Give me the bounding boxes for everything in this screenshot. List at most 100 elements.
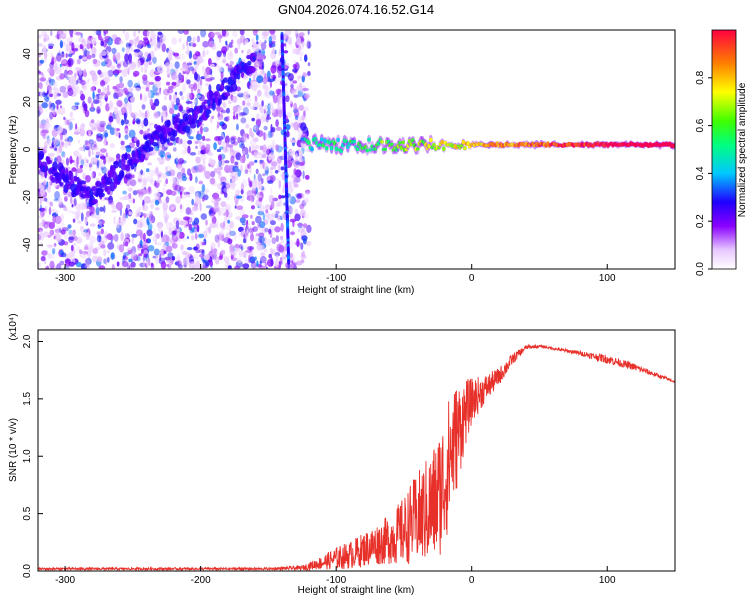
spectrogram-noise-cell [99,100,103,108]
spectrogram-noise-cell [98,265,106,269]
spectrogram-noise-cell [289,262,297,269]
spectrogram-noise-cell [144,68,148,74]
spectrogram-noise-cell [193,82,198,91]
spectrogram-noise-cell [89,223,96,227]
spectrogram-noise-cell [174,157,179,165]
spectrogram-trace-cell [140,153,145,163]
spectrogram-noise-cell [265,266,268,269]
spectrogram-noise-cell [149,98,154,107]
spectrogram-noise-cell [40,255,46,262]
spectrogram-noise-cell [262,173,266,177]
spectrogram-noise-cell [49,229,53,238]
spectrogram-noise-cell [73,160,80,167]
spectrogram-noise-cell [208,40,215,48]
spectrogram-noise-cell [262,84,269,90]
spectrogram-noise-cell [39,77,47,82]
spectrogram-noise-cell [103,205,106,213]
spectrogram-noise-cell [138,206,142,211]
spectrogram-noise-cell [64,65,68,74]
spectrogram-noise-cell [226,107,230,114]
spectrogram-noise-cell [252,187,256,196]
spectrogram-noise-cell [79,202,86,211]
spectrogram-noise-cell [117,88,125,95]
spectrogram-noise-cell [247,134,250,140]
spectrogram-noise-cell [156,179,163,183]
spectrogram-noise-cell [210,242,216,250]
spectrogram-noise-cell [154,192,161,199]
spectrogram-noise-cell [275,119,279,127]
spectrogram-noise-cell [161,104,167,112]
spectrogram-noise-cell [163,207,167,216]
spectrogram-noise-cell [225,142,230,148]
spectrogram-noise-cell [125,46,130,54]
spectrogram-noise-cell [126,102,132,111]
spectrogram-noise-cell [187,207,191,215]
spectrogram-noise-cell [292,68,298,73]
spectrogram-noise-cell [167,73,170,78]
spectrogram-noise-cell [55,209,59,215]
spectrogram-noise-cell [204,170,211,180]
spectrogram-noise-cell [239,208,246,216]
spectrogram-noise-cell [175,228,180,237]
spectrogram-noise-cell [39,199,42,205]
spectrogram-noise-cell [67,57,74,66]
spectrogram-noise-cell [250,228,254,234]
spectrogram-noise-cell [129,43,132,48]
spectrogram-noise-cell [261,31,264,36]
spectrogram-noise-cell [73,58,76,65]
spectrogram-noise-cell [38,119,42,128]
spectrogram-trace-cell [205,109,212,115]
spectrogram-noise-cell [278,194,282,200]
spectrogram-noise-cell [261,177,264,184]
spectrogram-noise-cell [203,262,206,267]
spectrogram-noise-cell [240,230,245,237]
spectrogram-noise-cell [267,103,271,111]
spectrogram-noise-cell [39,71,43,76]
spectrogram-noise-cell [197,150,202,156]
spectrogram-noise-cell [241,100,245,107]
spectrogram-noise-cell [85,210,91,218]
spectrogram-noise-cell [107,69,114,77]
spectrogram-noise-cell [307,30,310,35]
spectrogram-noise-cell [128,45,132,53]
spectrogram-noise-cell [132,70,140,77]
spectrogram-noise-cell [54,190,61,200]
spectrogram-noise-cell [148,81,155,85]
spectrogram-noise-cell [137,80,140,85]
spectrogram-noise-cell [268,36,272,44]
spectrogram-noise-cell [150,38,153,42]
spectrogram-noise-cell [268,194,275,204]
spectrogram-trace-cell [151,142,158,147]
spectrogram-noise-cell [292,48,298,55]
spectrogram-noise-cell [276,95,281,105]
colorbar-label: Normalized spectral amplitude [737,82,748,217]
spectrogram-noise-cell [279,235,284,240]
snr-x-ticks: -300 -200 -100 0 100 [55,566,616,586]
spectrogram-noise-cell [77,220,82,224]
spectrogram-noise-cell [303,223,308,228]
spectrogram-noise-cell [63,69,68,79]
spectrogram-noise-cell [202,171,206,176]
spectrogram-noise-cell [41,102,48,109]
spectrogram-noise-cell [134,87,141,92]
spectrogram-noise-cell [150,214,155,223]
spectrogram-noise-cell [170,100,174,106]
spectrogram-noise-cell [99,206,104,212]
spectrogram-noise-cell [307,39,310,48]
spectrogram-noise-cell [258,236,265,244]
spectrogram-noise-cell [217,111,221,118]
spectrogram-noise-cell [89,205,95,214]
spectrogram-noise-cell [124,145,132,149]
spectrogram-noise-cell [302,87,309,92]
spectrogram-noise-cell [125,207,128,216]
spectrogram-noise-cell [270,107,275,114]
spectrogram-noise-cell [243,251,247,259]
spectrogram-noise-cell [195,95,202,98]
spectrogram-noise-cell [256,75,264,84]
spectrogram-noise-cell [139,195,144,201]
spectrogram-noise-cell [293,168,297,176]
spectrogram-noise-cell [214,256,220,265]
spectrogram-noise-cell [191,260,195,265]
spectrogram-noise-cell [200,30,207,38]
spectrogram-noise-cell [307,71,311,76]
